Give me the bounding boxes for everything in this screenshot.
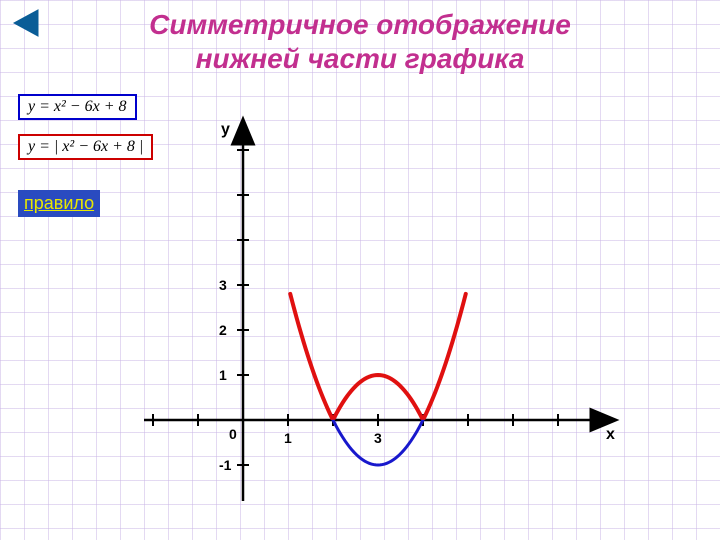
y-tick-2: 2 — [219, 322, 227, 338]
rule-link[interactable]: правило — [24, 193, 94, 213]
x-tick-1: 1 — [284, 430, 292, 446]
formula-original: y = x² − 6x + 8 — [18, 94, 137, 120]
title-line-1: Симметричное отображение — [149, 9, 571, 40]
rule-link-box[interactable]: правило — [18, 190, 100, 217]
chart-area: y x 0 1 3 -1 1 2 3 — [140, 110, 620, 525]
y-tick-3: 3 — [219, 277, 227, 293]
formula-absolute: y = | x² − 6x + 8 | — [18, 134, 153, 160]
x-tick-3: 3 — [374, 430, 382, 446]
origin-label: 0 — [229, 426, 237, 442]
chart-svg — [140, 110, 620, 520]
x-axis-label: x — [606, 426, 615, 444]
page-title: Симметричное отображение нижней части гр… — [0, 8, 720, 75]
y-tick-1: 1 — [219, 367, 227, 383]
formula-original-text: y = x² − 6x + 8 — [28, 98, 127, 115]
y-tick--1: -1 — [219, 457, 231, 473]
title-line-2: нижней части графика — [196, 43, 525, 74]
formula-absolute-text: y = | x² − 6x + 8 | — [28, 138, 143, 155]
y-axis-label: y — [221, 121, 230, 139]
